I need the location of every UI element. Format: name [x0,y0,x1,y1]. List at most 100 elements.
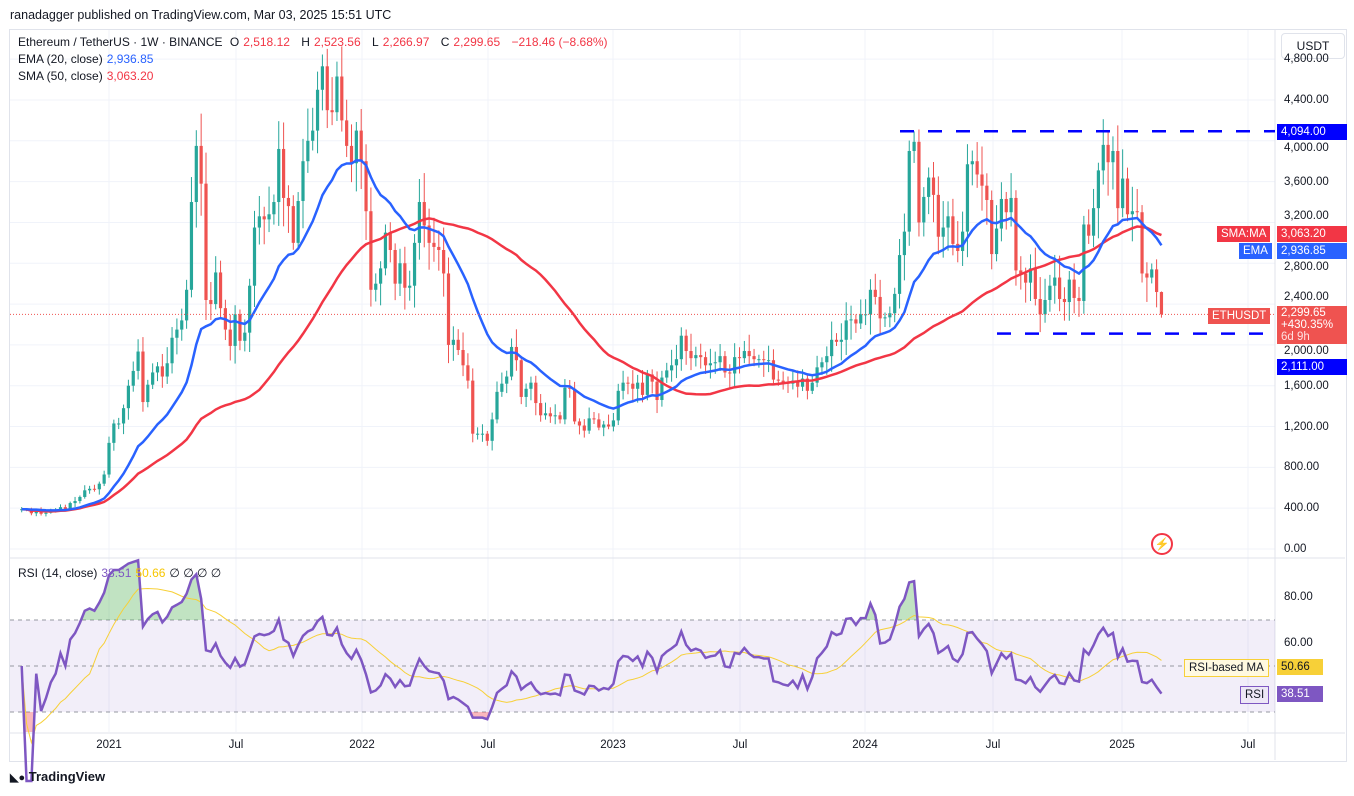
candle-body [44,512,48,514]
candle-body [951,216,955,244]
rsi-line [20,558,1163,783]
candle-body [631,383,635,389]
candle-body [374,283,378,290]
symbol-title[interactable]: Ethereum / TetherUS · 1W · BINANCE [18,35,223,49]
candle-body [587,418,591,431]
sma-tag-name: SMA:MA [1217,226,1271,242]
time-tick: Jul [228,739,244,751]
candle-body [640,382,645,395]
candle-body [665,370,669,378]
candle-body [315,89,320,131]
candle-body [534,382,538,404]
candle-body [849,319,853,321]
candle-body [228,329,232,346]
candle-body [902,231,906,256]
time-tick: 2022 [349,739,375,751]
candle-body [529,382,533,389]
candle-body [92,488,97,490]
candle-body [1062,298,1067,303]
candle-body [320,66,324,90]
candle-body [189,202,194,290]
sma-legend[interactable]: SMA (50, close) 3,063.20 [18,69,154,83]
candle-body [883,317,887,319]
candle-body [131,370,135,386]
candle-body [1028,268,1033,283]
candle-body [917,141,921,223]
candle-body [985,185,989,200]
candle-body [408,285,412,288]
candle-body [568,387,572,389]
candle-body [771,360,776,380]
candle-body [1150,269,1154,278]
candle-body [781,380,785,383]
candle-body [752,356,756,360]
ohlc-change: −218.46 (−8.68%) [511,35,608,49]
candle-body [800,378,805,387]
lightning-icon[interactable]: ⚡ [1151,533,1173,555]
last-price-tag: 2,299.65 +430.35% 6d 9h [1277,306,1347,344]
currency-button[interactable]: USDT [1281,33,1345,59]
tradingview-logo[interactable]: ◣● TradingView [10,769,106,784]
candle-body [286,197,291,207]
sma-line [21,217,1162,513]
ema-legend[interactable]: EMA (20, close) 2,936.85 [18,52,154,66]
candle-body [747,351,751,357]
candle-body [703,357,708,366]
candle-body [1058,277,1062,299]
candle-body [1014,197,1018,271]
candle-body [480,433,485,435]
candle-body [1024,273,1028,283]
time-tick: Jul [985,739,1001,751]
price-tick: 800.00 [1284,461,1320,474]
candle-body [151,372,155,385]
candle-body [252,227,257,286]
candle-body [674,359,679,366]
candle-body [796,380,800,387]
candle-body [58,507,63,511]
candle-body [650,374,654,382]
candle-body [1101,144,1105,171]
candle-body [335,76,339,113]
candle-body [689,351,693,359]
candle-body [611,420,615,427]
candle-body [306,140,310,162]
published-line: ranadagger published on TradingView.com,… [10,8,392,22]
candle-body [369,211,373,290]
candle-body [461,350,465,366]
candle-body [185,289,189,321]
candle-body [446,273,451,345]
candle-body [83,490,87,497]
rsi-tag-name: RSI [1240,686,1270,704]
candle-body [558,415,562,420]
symbol-legend[interactable]: Ethereum / TetherUS · 1W · BINANCE O 2,51… [18,35,612,49]
candle-body [868,289,873,315]
rsi-legend[interactable]: RSI (14, close) 38.51 50.66 ∅ ∅ ∅ ∅ [18,566,222,580]
candle-body [437,246,441,250]
candle-body [340,76,344,121]
candle-body [626,382,630,384]
candle-body [136,351,140,371]
symbol-tag-name: ETHUSDT [1208,308,1271,324]
ohlc-close: C 2,299.65 [440,35,501,49]
candle-body [970,161,974,165]
price-tick: 2,400.00 [1284,291,1329,303]
price-tick: 1,600.00 [1284,379,1329,392]
ema-tag-value: 2,936.85 [1277,243,1347,259]
candle-body [121,408,126,424]
candle-body [209,299,213,305]
candle-body [602,424,606,428]
candle-body [485,433,489,441]
candle-body [699,355,703,358]
candle-body [97,483,101,490]
candle-body [830,339,834,357]
candle-body [927,177,931,197]
ohlc-low: L 2,266.97 [372,35,430,49]
price-tick: 3,600.00 [1284,175,1329,188]
rsi-tick: 60.00 [1284,637,1313,649]
candle-body [233,314,237,346]
candle-body [175,329,179,338]
candle-body [1004,198,1008,213]
time-tick: Jul [732,739,748,751]
